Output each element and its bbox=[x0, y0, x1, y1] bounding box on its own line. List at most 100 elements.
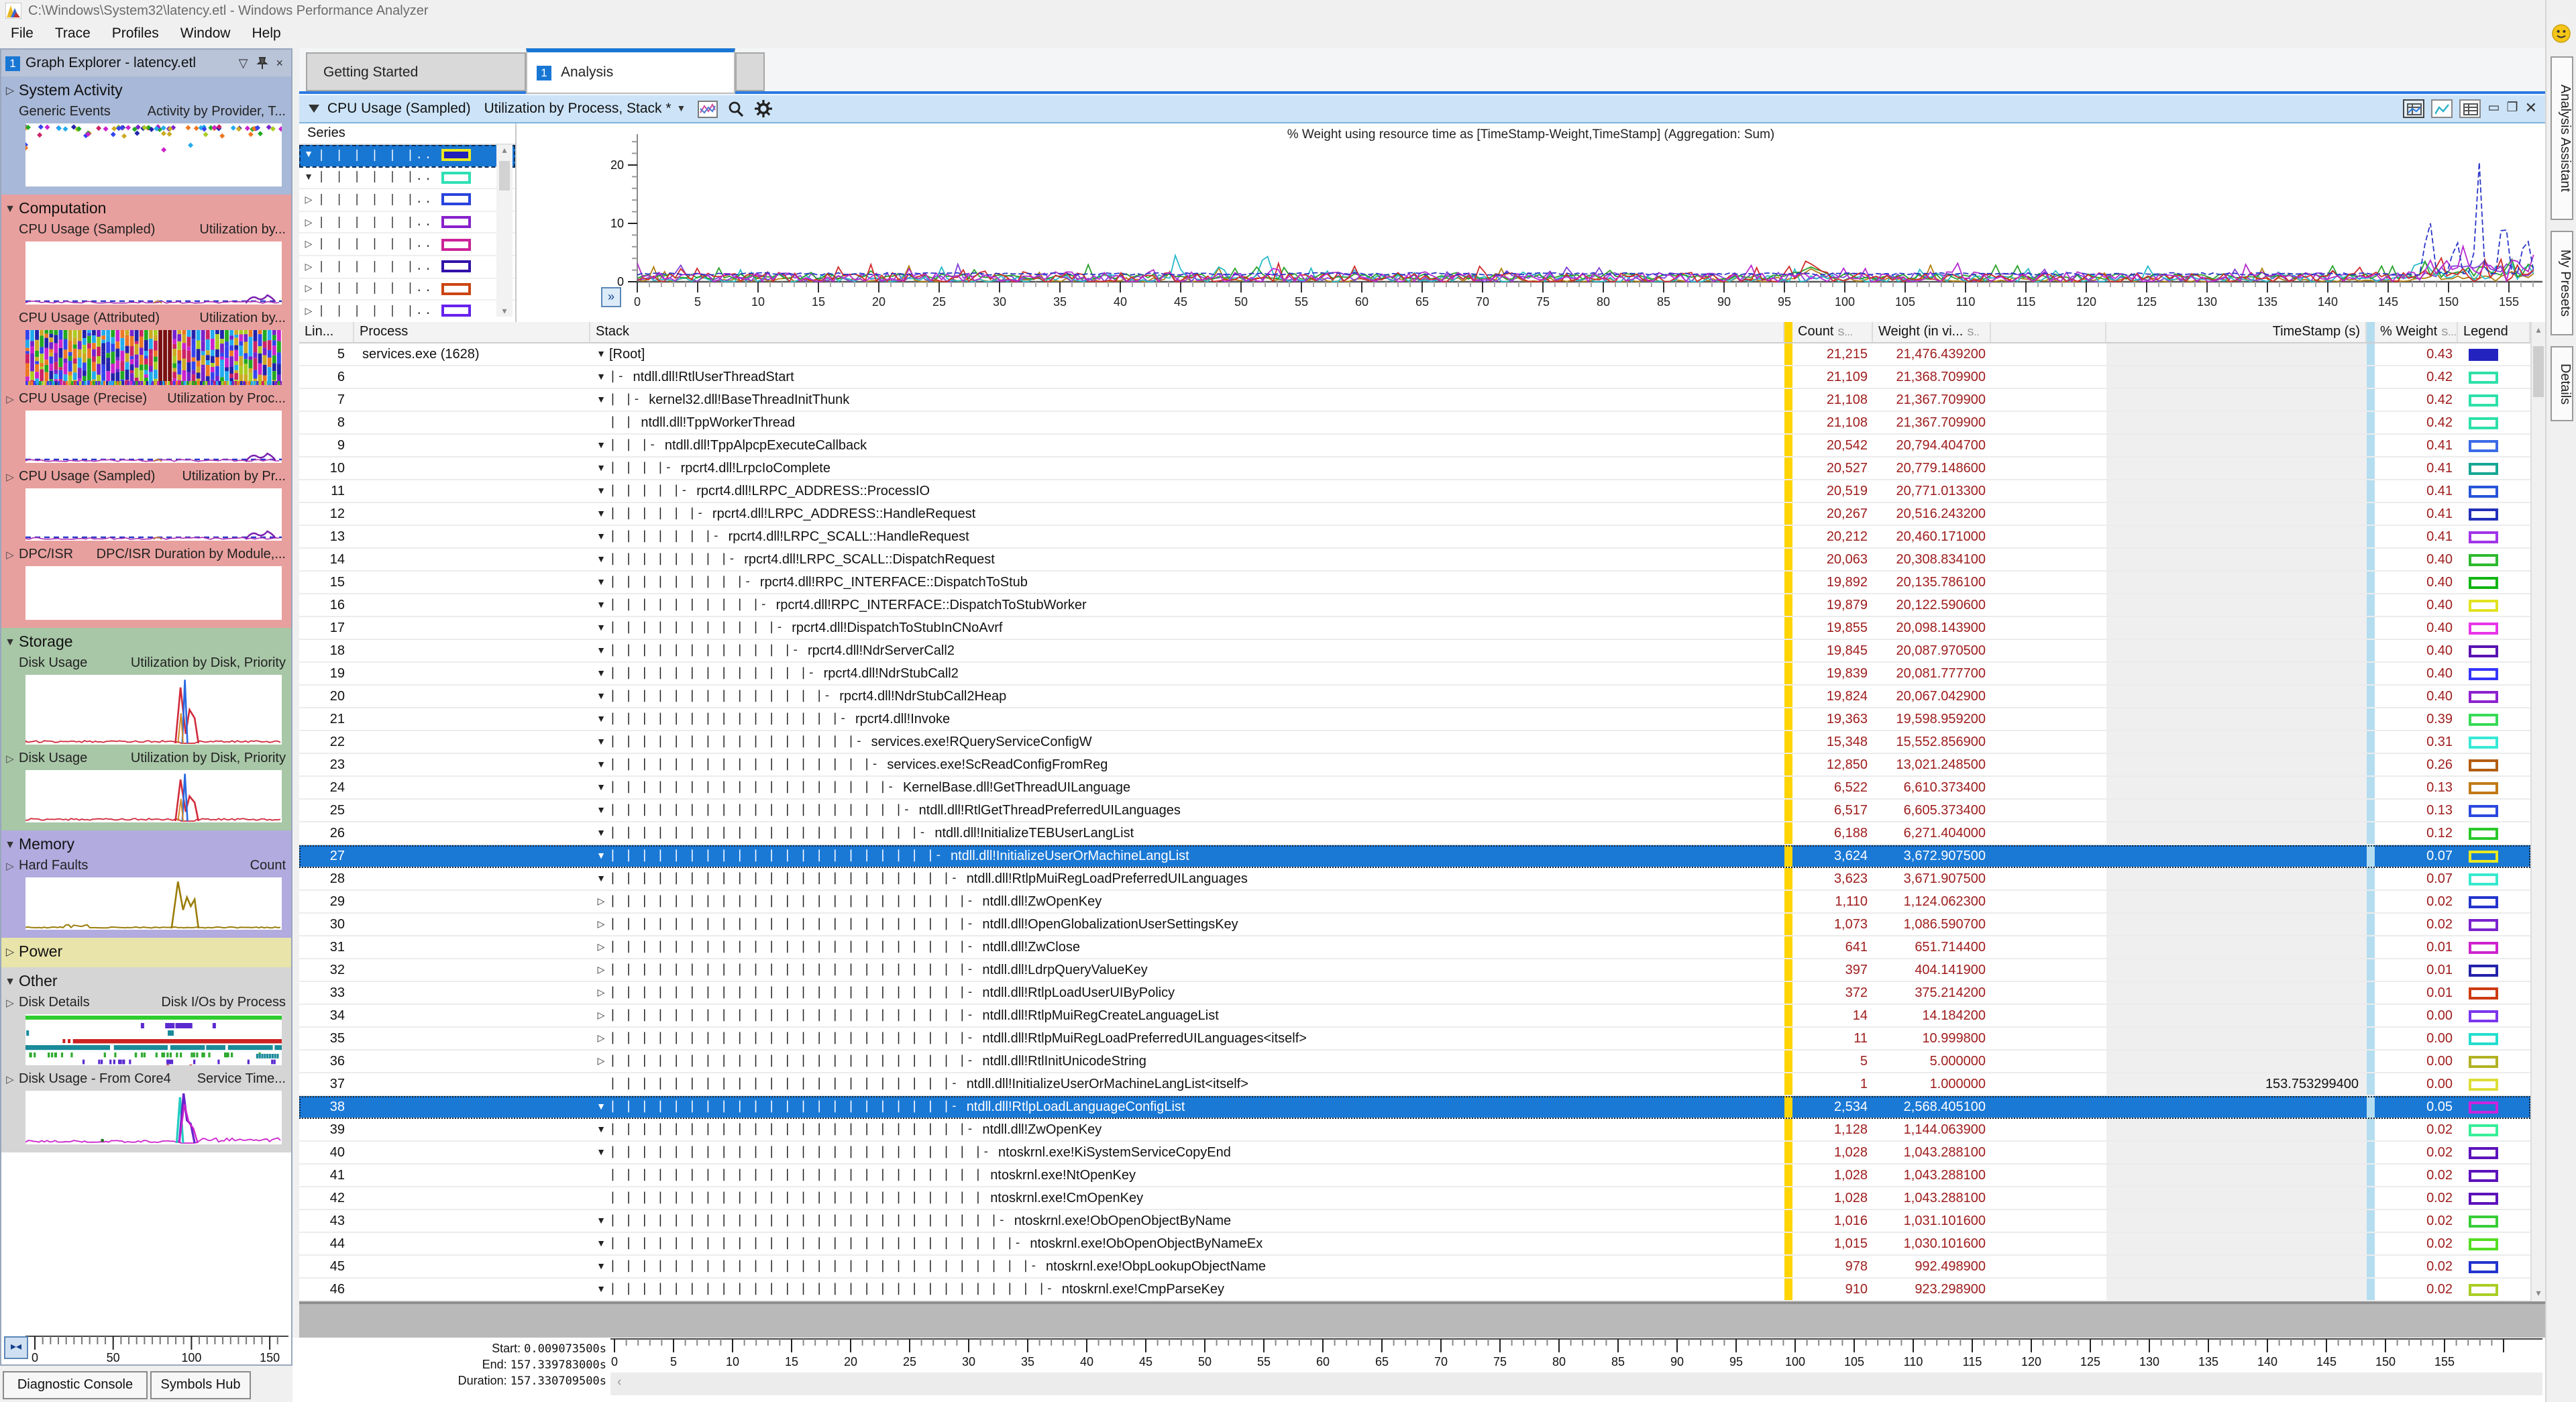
section-header[interactable]: ▼ Storage bbox=[1, 631, 291, 653]
table-row[interactable]: 35 ▷ | | | | | | | | | | | | | | | | | | |… bbox=[299, 1028, 2530, 1050]
collapse-icon[interactable]: ▼ bbox=[596, 623, 606, 633]
expand-icon[interactable]: ▷ bbox=[6, 393, 14, 405]
menu-file[interactable]: File bbox=[11, 25, 34, 41]
collapse-icon[interactable]: ▼ bbox=[596, 646, 606, 655]
cell-stack[interactable]: ▼ | | |- ntdll.dll!TppAlpcpExecuteCallbac… bbox=[590, 435, 1784, 456]
series-legend-swatch[interactable] bbox=[441, 305, 471, 317]
table-row[interactable]: 41 | | | | | | | | | | | | | | | | | | | … bbox=[299, 1165, 2530, 1187]
collapse-icon[interactable]: ▼ bbox=[596, 851, 606, 861]
cell-stack[interactable]: ▼ | | | | | | | | | | | | | | | | | | | |… bbox=[590, 868, 1784, 889]
table-row[interactable]: 37 | | | | | | | | | | | | | | | | | | | … bbox=[299, 1073, 2530, 1096]
series-scrollbar[interactable]: ▴ ▾ bbox=[496, 145, 513, 317]
collapse-icon[interactable]: ▼ bbox=[596, 669, 606, 678]
table-row[interactable]: 42 | | | | | | | | | | | | | | | | | | | … bbox=[299, 1187, 2530, 1210]
cell-stack[interactable]: ▼ | | | | | | | | | | | | | | | | | | | |… bbox=[590, 822, 1784, 844]
collapse-icon[interactable]: ▼ bbox=[596, 441, 606, 450]
cell-stack[interactable]: ▼ | | | | | | | | | | | | | | | | | | | |… bbox=[590, 1096, 1784, 1118]
col-header-weight[interactable]: Weight (in vi... S.. bbox=[1873, 322, 1991, 342]
cell-stack[interactable]: ▷ | | | | | | | | | | | | | | | | | | | |… bbox=[590, 959, 1784, 981]
collapse-icon[interactable]: ▼ bbox=[596, 578, 606, 587]
menu-profiles[interactable]: Profiles bbox=[111, 25, 159, 41]
cell-stack[interactable]: ▼ | | | | | | | |- rpcrt4.dll!LRPC_SCALL:… bbox=[590, 549, 1784, 570]
expand-icon[interactable]: ▷ bbox=[597, 1012, 605, 1021]
series-legend-swatch[interactable] bbox=[441, 193, 471, 206]
series-row[interactable]: ▷ | | | | | |... bbox=[299, 189, 515, 212]
table-row[interactable]: 29 ▷ | | | | | | | | | | | | | | | | | | |… bbox=[299, 891, 2530, 914]
table-row[interactable]: 25 ▼ | | | | | | | | | | | | | | | | | | |… bbox=[299, 800, 2530, 822]
table-row[interactable]: 40 ▼ | | | | | | | | | | | | | | | | | | |… bbox=[299, 1142, 2530, 1165]
close-icon[interactable]: ✕ bbox=[2524, 100, 2537, 116]
section-header[interactable]: ▼ Memory bbox=[1, 833, 291, 856]
collapse-icon[interactable]: ▼ bbox=[596, 828, 606, 838]
search-icon[interactable] bbox=[727, 100, 745, 117]
tab-getting-started[interactable]: Getting Started bbox=[306, 52, 526, 91]
series-legend-swatch[interactable] bbox=[441, 171, 471, 184]
series-row[interactable]: ▷ | | | | | |... bbox=[299, 301, 515, 323]
graph-item-disk-usage-from-core4[interactable]: ▷ Disk Usage - From Core4 Service Time... bbox=[1, 1069, 291, 1144]
collapse-icon[interactable]: ▼ bbox=[596, 1262, 606, 1271]
expand-icon[interactable]: ▷ bbox=[305, 218, 313, 228]
cell-stack[interactable]: ▷ | | | | | | | | | | | | | | | | | | | |… bbox=[590, 1005, 1784, 1026]
collapse-icon[interactable]: ▼ bbox=[596, 692, 606, 701]
collapse-icon[interactable]: ▼ bbox=[596, 760, 606, 769]
tab-analysis[interactable]: 1 Analysis bbox=[526, 48, 735, 94]
symbols-hub-button[interactable]: Symbols Hub bbox=[150, 1371, 251, 1399]
table-row[interactable]: 22 ▼ | | | | | | | | | | | | | | | |- serv… bbox=[299, 731, 2530, 754]
cell-stack[interactable]: ▼ | | | | |- rpcrt4.dll!LRPC_ADDRESS::Pro… bbox=[590, 480, 1784, 502]
expand-icon[interactable]: ▷ bbox=[597, 966, 605, 975]
expand-icon[interactable]: ▷ bbox=[6, 753, 14, 765]
table-row[interactable]: 7 ▼ | |- kernel32.dll!BaseThreadInitThunk 2… bbox=[299, 389, 2530, 412]
graph-item-disk-usage[interactable]: ▷ Disk Usage Utilization by Disk, Priority bbox=[1, 749, 291, 822]
expand-icon[interactable]: ▷ bbox=[305, 262, 313, 272]
collapse-icon[interactable]: ▼ bbox=[596, 1148, 606, 1157]
section-header[interactable]: ▼ Computation bbox=[1, 197, 291, 220]
expand-icon[interactable]: ▷ bbox=[305, 284, 313, 294]
table-row[interactable]: 9 ▼ | | |- ntdll.dll!TppAlpcpExecuteCallba… bbox=[299, 435, 2530, 457]
close-icon[interactable]: × bbox=[276, 56, 283, 69]
cell-stack[interactable]: ▼ | |- kernel32.dll!BaseThreadInitThunk bbox=[590, 389, 1784, 411]
table-row[interactable]: 34 ▷ | | | | | | | | | | | | | | | | | | |… bbox=[299, 1005, 2530, 1028]
table-row[interactable]: 6 ▼ |- ntdll.dll!RtlUserThreadStart 21,109 2… bbox=[299, 366, 2530, 389]
collapse-icon[interactable]: ▼ bbox=[596, 1285, 606, 1294]
cell-stack[interactable]: ▼ | | | | | | | | | | | | | | | | | | | |… bbox=[590, 1210, 1784, 1232]
collapse-icon[interactable]: ▼ bbox=[596, 714, 606, 724]
table-row[interactable]: 14 ▼ | | | | | | | |- rpcrt4.dll!LRPC_SCAL… bbox=[299, 549, 2530, 572]
cell-stack[interactable]: ▷ | | | | | | | | | | | | | | | | | | | |… bbox=[590, 1050, 1784, 1072]
feedback-smiley-icon[interactable] bbox=[2552, 24, 2571, 43]
cell-stack[interactable]: ▼ | | | | | | | | | | | | | | | | | | |- … bbox=[590, 800, 1784, 821]
menu-trace[interactable]: Trace bbox=[54, 25, 91, 41]
collapse-icon[interactable]: ▼ bbox=[304, 172, 313, 182]
zoom-fit-button[interactable]: ▸◂ bbox=[4, 1336, 28, 1359]
graph-item-cpu-usage-sampled-[interactable]: ▷ CPU Usage (Sampled) Utilization by Pr... bbox=[1, 467, 291, 541]
cell-stack[interactable]: ▷ | | | | | | | | | | | | | | | | | | | |… bbox=[590, 914, 1784, 935]
col-header-count[interactable]: Count S... bbox=[1792, 322, 1873, 342]
diagnostic-console-button[interactable]: Diagnostic Console bbox=[3, 1371, 148, 1399]
scroll-down-icon[interactable]: ▾ bbox=[502, 307, 507, 317]
collapse-icon[interactable]: ▼ bbox=[596, 349, 606, 359]
table-row[interactable]: 8 | | ntdll.dll!TppWorkerThread 21,108 21,3… bbox=[299, 412, 2530, 435]
table-row[interactable]: 36 ▷ | | | | | | | | | | | | | | | | | | |… bbox=[299, 1050, 2530, 1073]
expand-icon[interactable]: ▷ bbox=[597, 1057, 605, 1067]
cell-stack[interactable]: ▼ | | | | | | | | | |- rpcrt4.dll!RPC_INT… bbox=[590, 594, 1784, 616]
col-header-line[interactable]: Lin... bbox=[299, 322, 354, 342]
expand-icon[interactable]: ▷ bbox=[5, 946, 15, 958]
cell-stack[interactable]: ▼ | | | | | | | | | | | | | | | | | | | |… bbox=[590, 845, 1784, 867]
cell-stack[interactable]: ▼ | | | | | | | | | | | | | | | | | | | |… bbox=[590, 1233, 1784, 1254]
maximize-icon[interactable]: ❐ bbox=[2506, 101, 2518, 116]
expand-icon[interactable]: ▷ bbox=[6, 1073, 14, 1085]
table-row[interactable]: 45 ▼ | | | | | | | | | | | | | | | | | | |… bbox=[299, 1256, 2530, 1279]
table-row[interactable]: 19 ▼ | | | | | | | | | | | | |- rpcrt4.dll… bbox=[299, 663, 2530, 686]
table-row[interactable]: 23 ▼ | | | | | | | | | | | | | | | | |- se… bbox=[299, 754, 2530, 777]
table-view-icon[interactable] bbox=[2459, 99, 2481, 118]
table-row[interactable]: 17 ▼ | | | | | | | | | | |- rpcrt4.dll!Dis… bbox=[299, 617, 2530, 640]
scroll-up-icon[interactable]: ▴ bbox=[2536, 326, 2541, 335]
series-legend-swatch[interactable] bbox=[441, 149, 471, 162]
table-row[interactable]: 15 ▼ | | | | | | | | |- rpcrt4.dll!RPC_INT… bbox=[299, 572, 2530, 594]
table-row[interactable]: 13 ▼ | | | | | | |- rpcrt4.dll!LRPC_SCALL:… bbox=[299, 526, 2530, 549]
gear-icon[interactable] bbox=[754, 99, 773, 118]
table-row[interactable]: 39 ▼ | | | | | | | | | | | | | | | | | | |… bbox=[299, 1119, 2530, 1142]
collapse-icon[interactable]: ▼ bbox=[596, 874, 606, 883]
cell-stack[interactable]: ▷ | | | | | | | | | | | | | | | | | | | |… bbox=[590, 891, 1784, 912]
menu-window[interactable]: Window bbox=[180, 25, 231, 41]
scroll-down-icon[interactable]: ▾ bbox=[2536, 1289, 2541, 1299]
